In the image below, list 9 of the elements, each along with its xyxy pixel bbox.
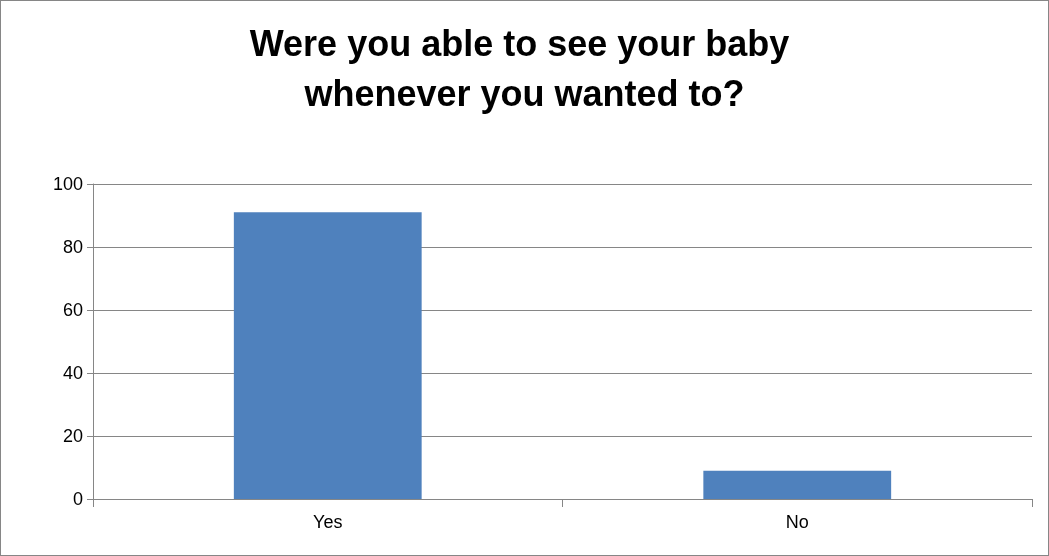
x-tick-label: Yes bbox=[313, 512, 343, 532]
chart-title: Were you able to see your baby whenever you wanted to? bbox=[249, 22, 800, 114]
y-tick-label: 100 bbox=[52, 174, 83, 194]
y-tick-label: 60 bbox=[62, 300, 83, 320]
y-tick-label: 20 bbox=[62, 426, 83, 446]
y-tick-label: 40 bbox=[62, 363, 83, 383]
x-tick-label: No bbox=[785, 512, 809, 532]
y-tick-label: 0 bbox=[72, 489, 83, 509]
y-tick-label: 80 bbox=[62, 237, 83, 257]
